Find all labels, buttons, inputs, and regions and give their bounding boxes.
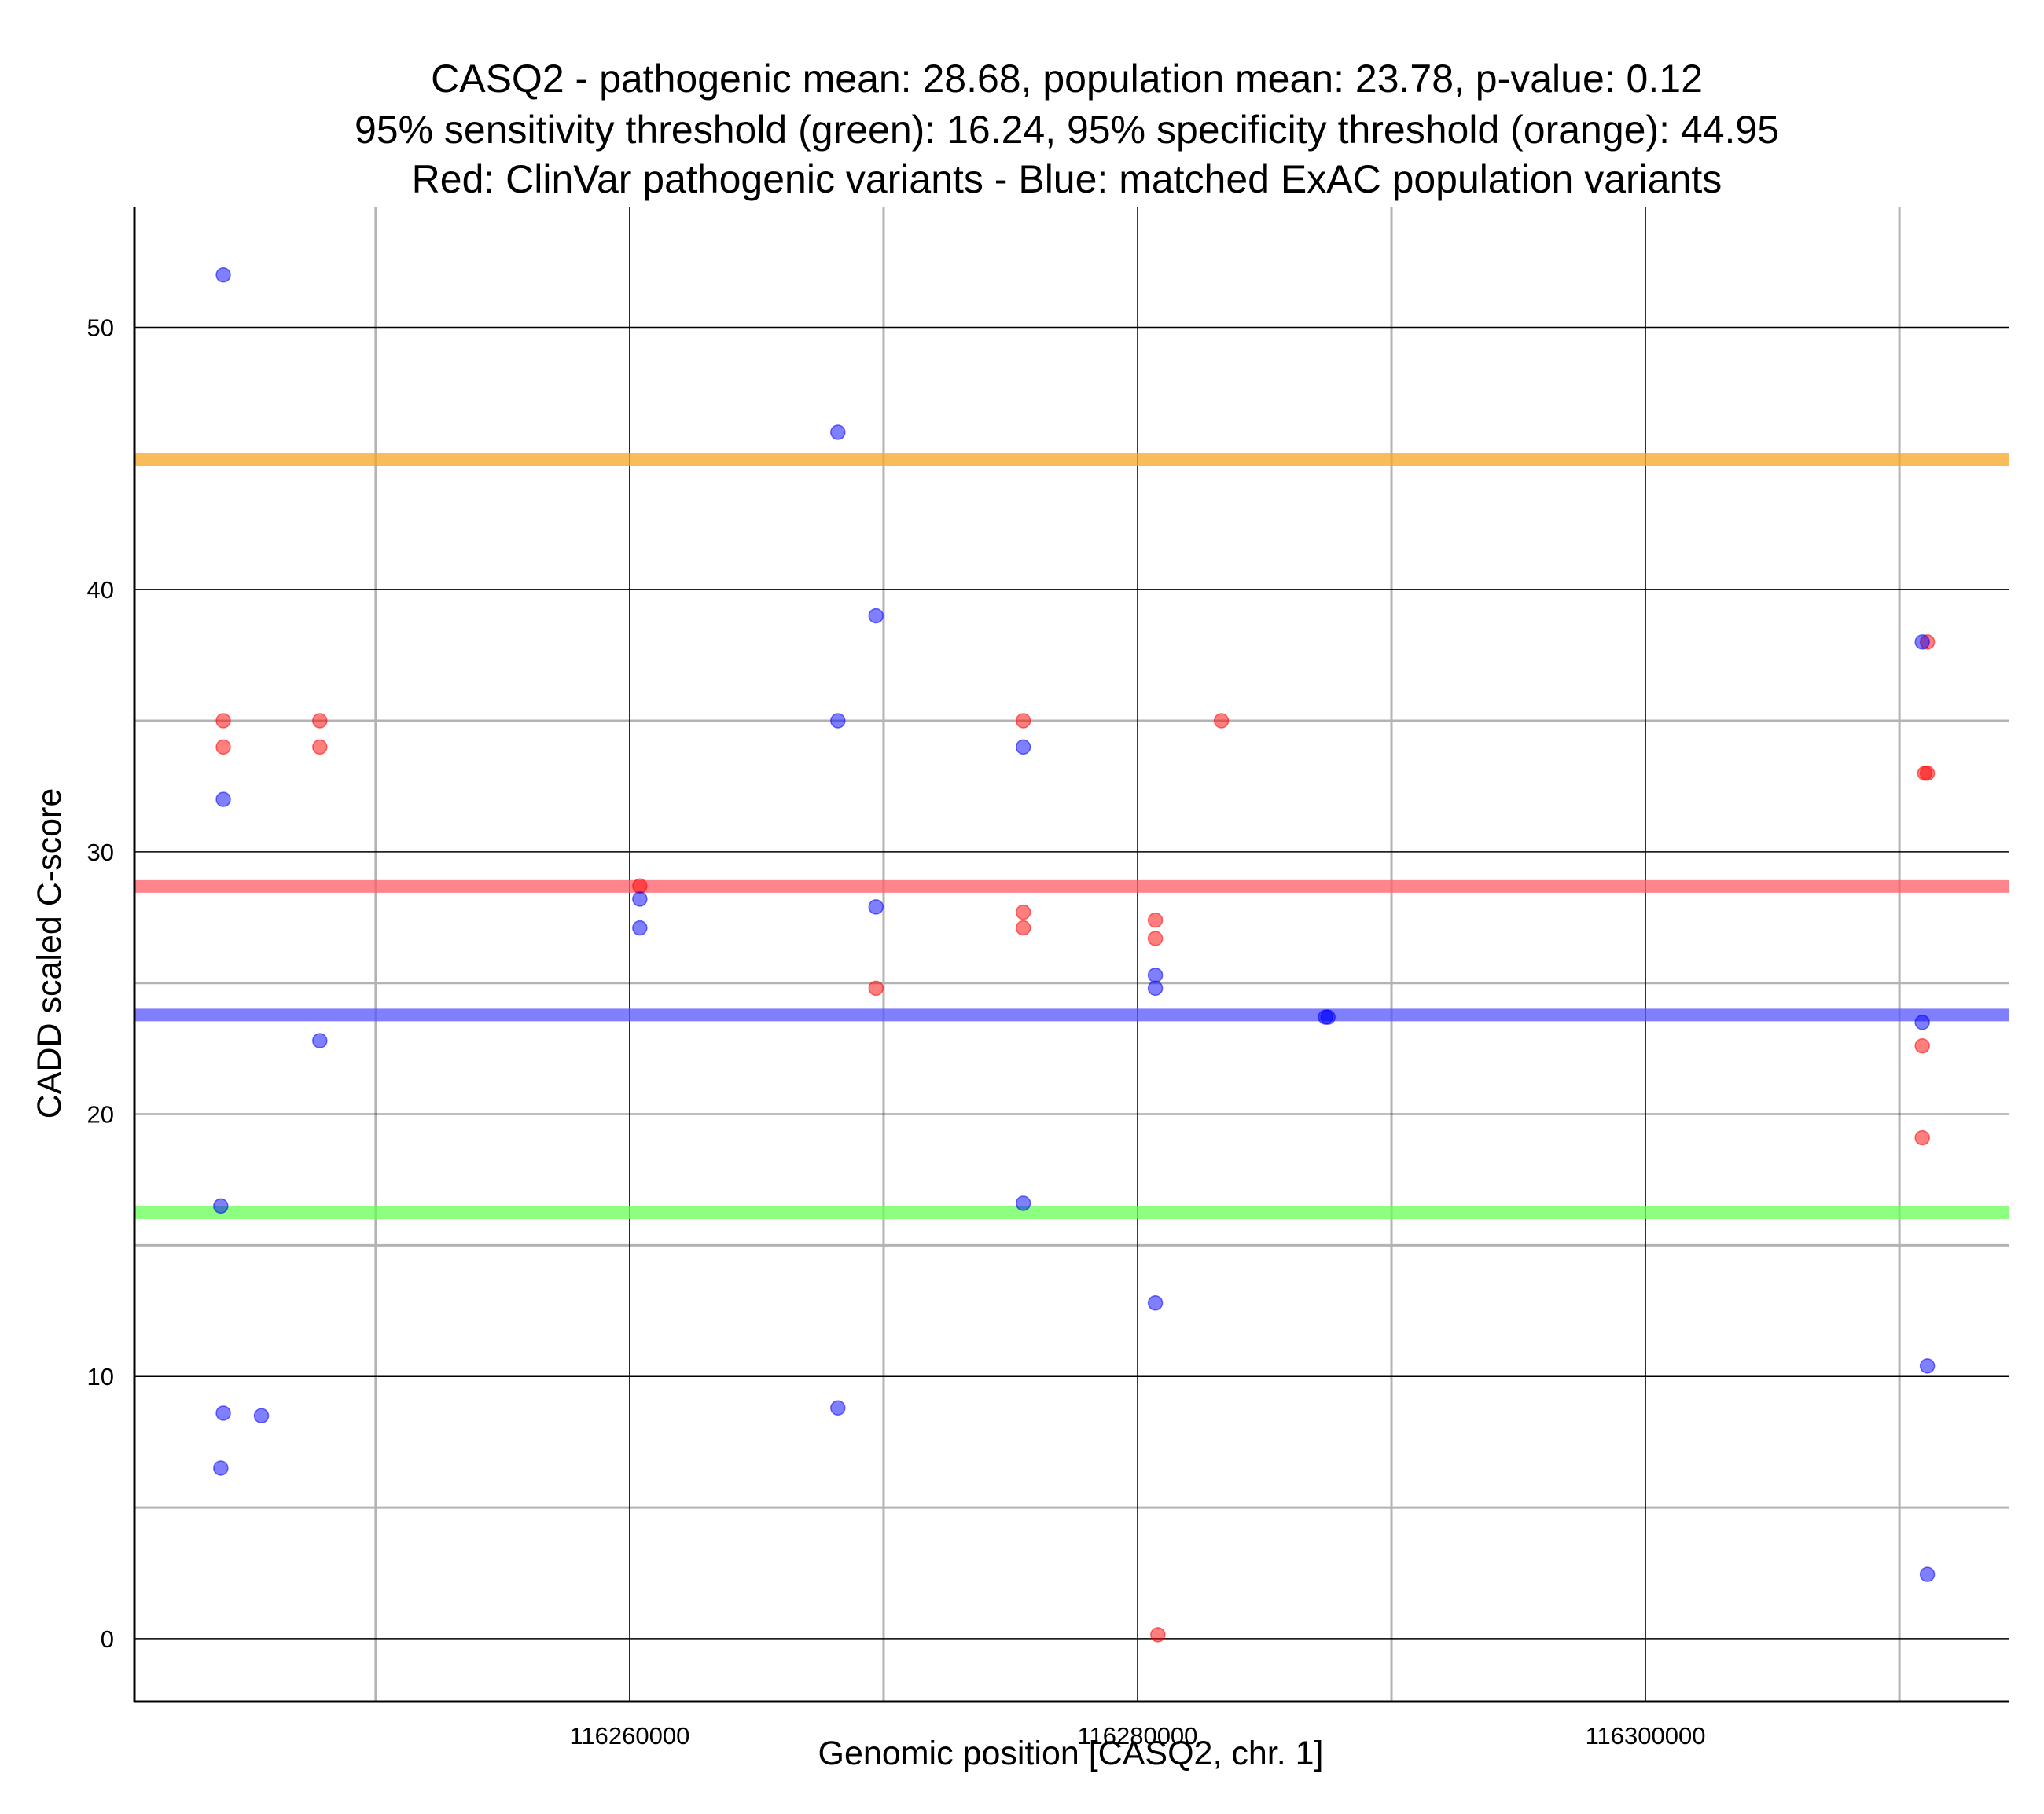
population-point <box>1147 967 1164 983</box>
chart-title: CASQ2 - pathogenic mean: 28.68, populati… <box>355 57 1779 201</box>
pathogenic-point <box>868 980 884 997</box>
pathogenic-point <box>312 739 328 755</box>
grid <box>134 207 2009 1702</box>
pathogenic-point <box>312 713 328 729</box>
population-point <box>213 1198 229 1214</box>
pathogenic-point <box>215 713 231 729</box>
data-points <box>213 267 1936 1643</box>
title-line-2: 95% sensitivity threshold (green): 16.24… <box>355 108 1779 152</box>
pathogenic-point <box>1147 912 1164 928</box>
population-point <box>213 1460 229 1476</box>
population-point <box>1914 634 1930 650</box>
population-point <box>868 899 884 915</box>
x-tick-label: 116280000 <box>1078 1722 1198 1750</box>
title-line-3: Red: ClinVar pathogenic variants - Blue:… <box>412 157 1722 201</box>
population-point <box>1919 1566 1936 1582</box>
pathogenic-point <box>1150 1627 1166 1643</box>
pathogenic-point <box>1015 904 1031 920</box>
pathogenic-point <box>215 739 231 755</box>
x-tick-label: 116300000 <box>1586 1722 1706 1750</box>
population-point <box>868 608 884 624</box>
population-point <box>1147 980 1164 997</box>
axes <box>133 207 2009 1703</box>
pathogenic-point <box>1914 1129 1930 1146</box>
population-point <box>1015 739 1031 755</box>
population-point <box>1919 1358 1936 1374</box>
population-point <box>253 1408 270 1424</box>
population-point <box>632 891 648 907</box>
population-point <box>830 424 846 440</box>
x-axis-title: Genomic position [CASQ2, chr. 1] <box>818 1735 1324 1772</box>
population-point <box>1147 1295 1164 1311</box>
population-point <box>1914 1015 1930 1030</box>
pathogenic-point <box>632 878 648 894</box>
x-tick-labels: 116260000 116280000 116300000 <box>569 1722 1705 1750</box>
y-tick-label: 0 <box>101 1625 114 1653</box>
y-tick-label: 40 <box>87 576 114 604</box>
pathogenic-point <box>1015 713 1031 729</box>
title-line-1: CASQ2 - pathogenic mean: 28.68, populati… <box>431 57 1703 101</box>
y-tick-label: 50 <box>87 314 114 341</box>
population-point <box>1320 1009 1336 1025</box>
pathogenic-point <box>1917 766 1933 781</box>
population-point <box>632 920 648 936</box>
y-tick-label: 20 <box>87 1101 114 1129</box>
reference-lines <box>134 454 2009 1220</box>
pathogenic-point <box>1147 931 1164 946</box>
x-tick-label: 116260000 <box>569 1722 689 1750</box>
population-point <box>215 791 231 807</box>
y-axis-title: CADD scaled C-score <box>31 788 68 1119</box>
population-point <box>215 267 231 283</box>
y-tick-label: 10 <box>87 1363 114 1390</box>
y-tick-labels: 0 10 20 30 40 50 <box>87 314 114 1652</box>
pathogenic-point <box>1213 713 1230 729</box>
pathogenic-point <box>1015 920 1031 936</box>
population-point <box>1015 1195 1031 1211</box>
population-point <box>312 1033 328 1048</box>
population-point <box>830 1400 846 1416</box>
pathogenic-point <box>1914 1038 1930 1054</box>
y-tick-label: 30 <box>87 839 114 866</box>
population-point <box>215 1405 231 1421</box>
population-point <box>830 713 846 729</box>
